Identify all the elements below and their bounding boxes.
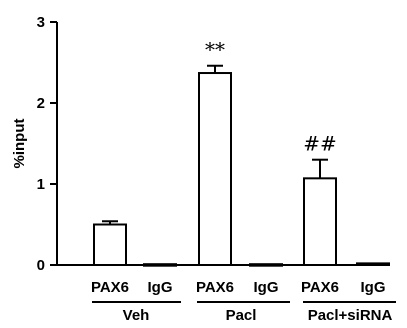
significance-annotation: ## [303,132,337,156]
y-tick-label: 1 [37,176,45,193]
category-label: IgG [254,279,279,296]
bar [198,72,232,266]
y-tick-label: 3 [37,14,45,31]
category-label: IgG [148,279,173,296]
category-label: PAX6 [301,279,339,296]
group-label: Pacl+siRNA [308,307,393,324]
group-label: Veh [123,307,150,324]
significance-annotation: ** [205,38,225,62]
category-label: PAX6 [196,279,234,296]
bar [303,177,337,266]
bar [143,263,177,267]
category-label: PAX6 [91,279,129,296]
y-tick-label: 2 [37,95,45,112]
bar [356,262,390,267]
bar [93,223,127,266]
group-label: Pacl [226,307,257,324]
bar [249,263,283,267]
y-axis-label: %input [11,119,28,169]
category-label: IgG [361,279,386,296]
y-tick-label: 0 [37,257,45,274]
